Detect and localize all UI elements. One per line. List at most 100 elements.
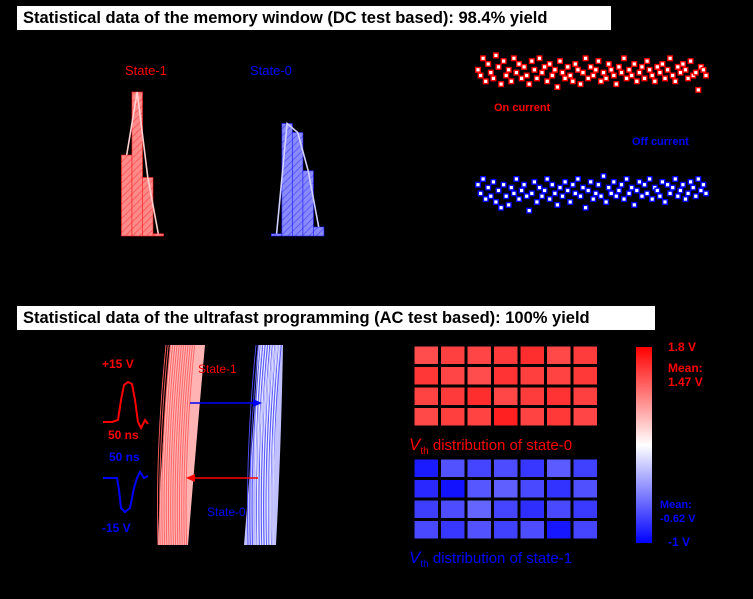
off-current-point — [672, 175, 679, 182]
on-current-point — [531, 66, 538, 73]
on-current-point — [695, 86, 702, 93]
off-current-point — [526, 207, 533, 214]
on-current-point — [662, 75, 669, 82]
state1-heatmap-cell — [519, 458, 545, 478]
state1-curve — [172, 344, 182, 546]
off-current-point — [598, 193, 605, 200]
off-current-point — [662, 198, 669, 205]
on-current-point — [610, 72, 617, 79]
state0-heatmap-cell — [440, 345, 466, 365]
on-current-point — [615, 63, 622, 70]
off-current-point — [618, 181, 625, 188]
state1-bar — [121, 154, 133, 237]
state1-curve — [157, 344, 167, 546]
on-current-point — [544, 78, 551, 85]
on-current-point — [659, 61, 666, 68]
on-current-point — [569, 78, 576, 85]
on-current-point — [600, 69, 607, 76]
colorbar-mean-line: Mean: — [660, 499, 692, 511]
on-current-point — [667, 55, 674, 62]
off-current-point — [595, 181, 602, 188]
on-current-point — [513, 69, 520, 76]
off-current-point — [644, 190, 651, 197]
state1-heatmap-cell — [466, 458, 492, 478]
colorbar — [636, 347, 652, 543]
off-current-point — [508, 184, 515, 191]
ns-bottom-label: 50 ns — [109, 450, 140, 464]
on-current-point — [508, 78, 515, 85]
off-current-point — [682, 196, 689, 203]
on-current-point — [559, 69, 566, 76]
off-current-point — [656, 193, 663, 200]
on-current-point — [603, 75, 610, 82]
on-current-point — [510, 55, 517, 62]
off-current-point — [505, 201, 512, 208]
y-tick-label: 80 — [58, 49, 72, 64]
on-current-point — [567, 72, 574, 79]
on-current-point — [557, 58, 564, 65]
state0-curve — [247, 344, 257, 546]
off-current-point — [600, 173, 607, 180]
colorbar-mean-line: -0.62 V — [660, 513, 696, 525]
off-current-point — [631, 201, 638, 208]
on-current-point — [562, 75, 569, 82]
state1-heatmap-cell — [493, 499, 519, 519]
state0-heatmap-cell — [466, 407, 492, 427]
state1-curve-band — [158, 345, 205, 545]
state1-curve — [161, 344, 171, 546]
arrowhead-to-state0 — [253, 399, 262, 407]
y-tick-label: 60 — [58, 94, 72, 109]
on-current-point — [523, 72, 530, 79]
on-current-point — [677, 69, 684, 76]
state1-heatmap-cell — [493, 479, 519, 499]
state1-heatmap-cell — [466, 479, 492, 499]
vth-histogram: 0 20 40 60 80 -4 -2 0 2 4 6 — [58, 49, 349, 260]
on-current-point — [674, 63, 681, 70]
off-current-point — [659, 178, 666, 185]
on-current-point — [564, 63, 571, 70]
state0-heatmap-cell — [546, 386, 572, 406]
state1-fit-curve — [125, 91, 160, 234]
on-current-point — [580, 69, 587, 76]
x-tick-label: -4 — [76, 245, 88, 260]
on-current-point — [641, 75, 648, 82]
state0-heatmap-cell — [519, 407, 545, 427]
on-current-point — [585, 75, 592, 82]
state1-heatmap-cell — [519, 499, 545, 519]
off-current-point — [603, 198, 610, 205]
plus-15v-label: +15 V — [102, 357, 134, 371]
state0-curve-highlight — [267, 344, 275, 546]
state1-heatmap-cell — [413, 499, 439, 519]
on-current-point — [692, 69, 699, 76]
y-tick-label: 20 — [58, 184, 72, 199]
off-current-point — [587, 178, 594, 185]
on-current-point — [636, 69, 643, 76]
state0-heatmap-cell — [546, 407, 572, 427]
on-current-point — [669, 72, 676, 79]
on-current-point — [577, 81, 584, 88]
off-current-point — [536, 184, 543, 191]
off-current-point — [480, 175, 487, 182]
state1-curve — [163, 344, 174, 546]
pulse-waveforms — [103, 380, 149, 514]
state1-heatmap-cell — [572, 479, 598, 499]
state1-heatmap-cell — [466, 499, 492, 519]
state1-heatmap-cell — [572, 520, 598, 540]
off-current-point — [641, 181, 648, 188]
off-current-point — [567, 198, 574, 205]
off-current-label: Off current — [632, 136, 689, 148]
x-tick-label: 4 — [289, 245, 296, 260]
state0-heatmap-cell — [440, 386, 466, 406]
off-current-point — [572, 190, 579, 197]
on-current-point — [628, 72, 635, 79]
off-current-point — [559, 193, 566, 200]
colorbar-min-label: -1 V — [668, 535, 690, 549]
state1-heatmap-cell — [572, 499, 598, 519]
state0-heatmap-cell — [572, 366, 598, 386]
off-current-point — [487, 193, 494, 200]
on-current-point — [592, 66, 599, 73]
state0-fit-curve — [275, 121, 320, 234]
off-current-point — [564, 187, 571, 194]
on-current-point — [526, 81, 533, 88]
on-current-point — [618, 69, 625, 76]
